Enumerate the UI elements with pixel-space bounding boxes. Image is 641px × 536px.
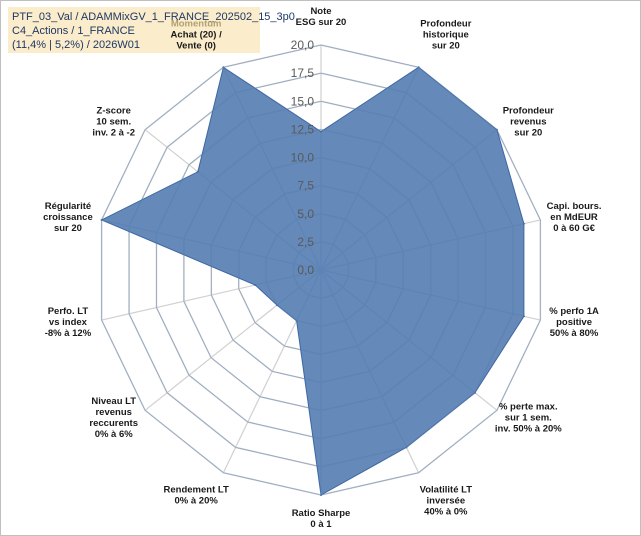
- axis-label-0: Note ESG sur 20: [296, 6, 347, 28]
- axis-label-3-line-2: 0 à 60 G€: [553, 223, 595, 234]
- axis-label-7-line-1: 0 à 1: [310, 519, 332, 530]
- axis-label-12: Z-score 10 sem. inv. 2 à -2: [92, 106, 135, 139]
- axis-spoke-overlay-12: [197, 171, 322, 271]
- axis-label-0-line-1: ESG sur 20: [296, 17, 347, 28]
- axis-label-4: % perfo 1A positive 50% à 80%: [549, 306, 599, 339]
- chart-title-box: PTF_03_Val / ADAMMixGV_1_FRANCE_202502_1…: [8, 7, 295, 53]
- tick-label-6: 15,0: [291, 94, 315, 108]
- axis-label-10-line-2: -8% à 12%: [45, 328, 92, 339]
- axis-label-5-line-2: inv. 50% à 20%: [495, 423, 562, 434]
- axis-spoke-overlay-13: [223, 67, 322, 271]
- axis-label-3-line-1: en MdEUR: [550, 212, 598, 223]
- axis-spoke-overlay-8: [296, 269, 322, 321]
- axis-label-6-line-2: 40% à 0%: [424, 507, 468, 518]
- axis-label-3-line-0: Capi. bours.: [547, 201, 602, 212]
- axis-label-13-line-2: Vente (0): [176, 40, 216, 51]
- axis-label-8: Rendement LT 0% à 20%: [164, 485, 229, 507]
- axis-label-11-line-2: sur 20: [54, 223, 82, 234]
- axis-label-9-line-3: 0% à 6%: [95, 429, 134, 440]
- axis-label-12-line-0: Z-score: [97, 106, 131, 117]
- axis-label-0-line-0: Note: [310, 6, 331, 17]
- tick-label-4: 10,0: [291, 151, 315, 165]
- axis-spoke-overlay-1: [320, 67, 419, 271]
- tick-label-3: 7,5: [297, 179, 314, 193]
- axis-spoke-overlay-11: [101, 219, 322, 271]
- axis-label-2-line-0: Profondeur: [503, 106, 554, 117]
- axis-label-1: Profondeur historique sur 20: [420, 18, 471, 51]
- axis-label-3: Capi. bours. en MdEUR 0 à 60 G€: [547, 201, 602, 234]
- axis-label-1-line-2: sur 20: [432, 40, 460, 51]
- tick-label-1: 2,5: [297, 235, 314, 249]
- axis-label-9-line-1: revenus: [95, 407, 131, 418]
- axis-label-10: Perfo. LT vs index -8% à 12%: [45, 306, 92, 339]
- title-line-1: PTF_03_Val / ADAMMixGV_1_FRANCE_202502_1…: [12, 11, 295, 23]
- axis-label-11: Régularité croissance sur 20: [43, 201, 93, 234]
- axis-label-13-line-1: Achat (20) /: [171, 29, 223, 40]
- axis-label-4-line-1: positive: [556, 317, 592, 328]
- axis-label-6-line-1: inversée: [427, 496, 466, 507]
- axis-label-1-line-0: Profondeur: [420, 18, 471, 29]
- axis-label-10-line-1: vs index: [49, 317, 88, 328]
- axis-spoke-overlay-4: [320, 269, 524, 317]
- axis-label-9: Niveau LT revenus reccurents 0% à 6%: [89, 396, 138, 440]
- axis-label-2: Profondeur revenus sur 20: [503, 106, 554, 139]
- axis-spoke-overlay-2: [320, 129, 498, 271]
- axis-label-13-line-0: Momentum: [171, 18, 222, 29]
- axis-spoke-overlay-9: [276, 269, 322, 306]
- axis-label-5: % perte max. sur 1 sem. inv. 50% à 20%: [495, 401, 562, 434]
- axis-label-4-line-0: % perfo 1A: [549, 306, 599, 317]
- title-line-2: C4_Actions / 1_FRANCE: [12, 25, 135, 37]
- axis-label-11-line-0: Régularité: [45, 201, 91, 212]
- axis-spoke-overlay-5: [320, 269, 476, 394]
- axis-label-6-line-0: Volatilité LT: [420, 485, 473, 496]
- axis-label-6: Volatilité LT inversée 40% à 0%: [420, 485, 473, 518]
- axis-label-4-line-2: 50% à 80%: [550, 328, 599, 339]
- axis-label-13: Momentum Achat (20) / Vente (0): [171, 18, 223, 51]
- axis-label-7-line-0: Ratio Sharpe: [292, 508, 351, 519]
- tick-label-0: 0,0: [297, 263, 314, 277]
- title-line-3: (11,4% | 5,2%) / 2026W01: [12, 39, 140, 51]
- axis-spoke-overlay-6: [320, 269, 407, 448]
- axis-spoke-overlay-10: [255, 269, 322, 286]
- axis-label-12-line-1: 10 sem.: [96, 117, 131, 128]
- axis-label-1-line-1: historique: [423, 29, 469, 40]
- axis-label-7: Ratio Sharpe 0 à 1: [292, 508, 351, 530]
- axis-label-9-line-2: reccurents: [89, 418, 138, 429]
- axis-label-8-line-1: 0% à 20%: [175, 496, 219, 507]
- axis-label-5-line-1: sur 1 sem.: [505, 412, 552, 423]
- tick-label-8: 20,0: [291, 38, 315, 52]
- axis-label-2-line-1: revenus: [510, 117, 546, 128]
- tick-label-7: 17,5: [291, 66, 315, 80]
- axis-label-12-line-2: inv. 2 à -2: [92, 128, 135, 139]
- tick-label-2: 5,0: [297, 207, 314, 221]
- axis-label-11-line-1: croissance: [43, 212, 93, 223]
- axis-label-5-line-0: % perte max.: [499, 401, 558, 412]
- axis-spoke-overlay-3: [320, 223, 524, 271]
- axis-label-10-line-0: Perfo. LT: [48, 306, 89, 317]
- axis-label-8-line-0: Rendement LT: [164, 485, 229, 496]
- tick-label-5: 12,5: [291, 122, 315, 136]
- axis-label-2-line-2: sur 20: [514, 128, 542, 139]
- axis-label-9-line-0: Niveau LT: [91, 396, 136, 407]
